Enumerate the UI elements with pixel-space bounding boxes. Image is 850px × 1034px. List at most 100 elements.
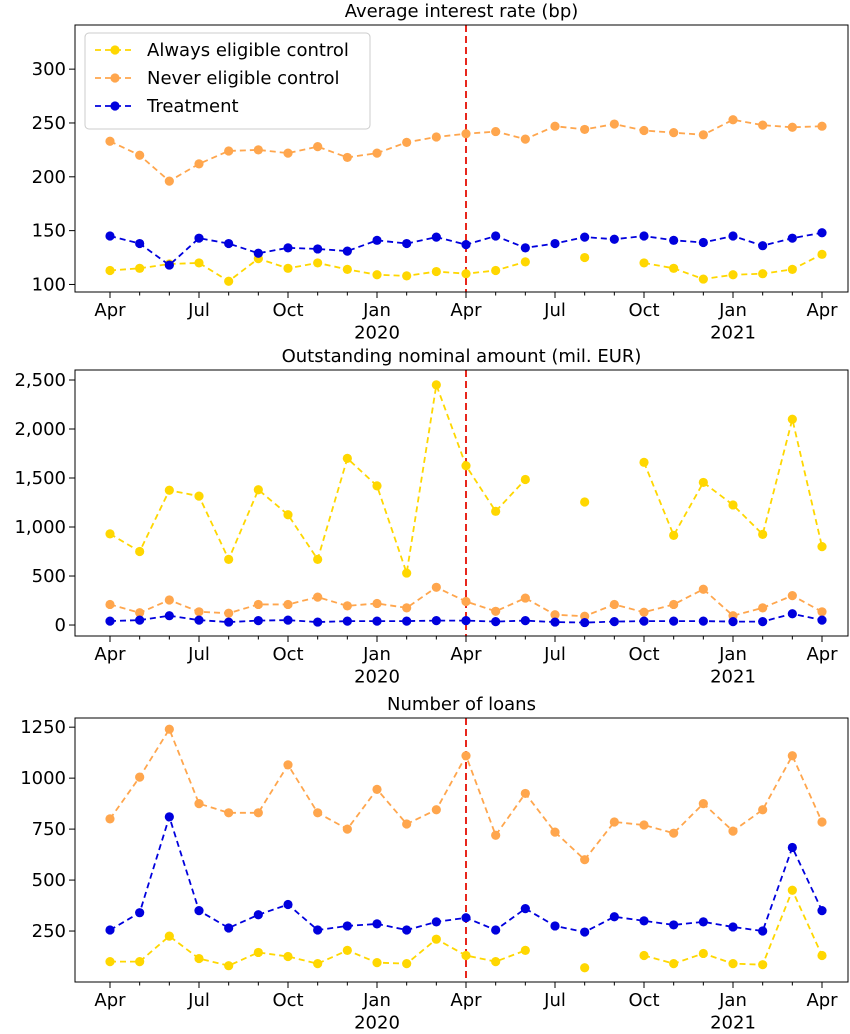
data-point [758, 241, 768, 251]
data-point [372, 270, 382, 280]
data-point [491, 265, 501, 276]
data-point [520, 945, 530, 956]
data-point [580, 855, 590, 865]
data-point [372, 919, 382, 929]
data-point [520, 134, 530, 144]
data-point [431, 934, 441, 944]
x-tick-label: Jan 2021 [710, 990, 756, 1030]
x-tick-label: Jul [543, 990, 566, 1011]
data-point [698, 948, 708, 959]
data-point [372, 616, 382, 626]
data-point [491, 957, 501, 967]
data-point [758, 616, 768, 627]
data-point [313, 258, 323, 268]
data-point [520, 474, 530, 485]
x-tick-label: Jan 2020 [354, 990, 400, 1030]
data-point [728, 826, 738, 836]
legend-marker [110, 45, 120, 55]
data-point [639, 125, 649, 136]
data-point [283, 599, 293, 610]
x-tick-label: Apr [94, 644, 126, 665]
data-point [639, 258, 649, 268]
data-point [402, 616, 412, 626]
data-point [698, 584, 708, 594]
y-tick-label: 1250 [20, 717, 66, 738]
data-point [105, 136, 115, 146]
data-point [728, 959, 738, 969]
data-point [135, 772, 145, 782]
data-point [194, 258, 204, 268]
data-point [105, 599, 115, 610]
data-point [253, 616, 263, 626]
data-point [431, 232, 441, 242]
data-point [580, 124, 590, 135]
y-tick-label: 300 [32, 59, 66, 80]
data-point [224, 961, 234, 971]
data-point [698, 477, 708, 488]
data-point [639, 607, 649, 617]
data-point [698, 917, 708, 927]
chart-title: Outstanding nominal amount (mil. EUR) [282, 346, 642, 367]
data-point [402, 137, 412, 147]
data-point [669, 599, 679, 610]
data-point [224, 608, 234, 618]
legend-label: Always eligible control [147, 40, 349, 61]
data-point [491, 231, 501, 241]
data-point [520, 904, 530, 914]
data-point [135, 546, 145, 557]
x-tick-label: Oct [628, 644, 659, 665]
data-point [431, 266, 441, 277]
x-tick-label: Jul [543, 644, 566, 665]
data-point [669, 530, 679, 540]
data-point [639, 950, 649, 961]
data-point [135, 263, 145, 273]
data-point [224, 923, 234, 933]
x-tick-label: Apr [450, 990, 482, 1011]
data-point [787, 122, 797, 132]
data-point [253, 808, 263, 818]
data-point [609, 599, 619, 610]
data-point [758, 960, 768, 970]
data-point [787, 233, 797, 243]
data-point [372, 598, 382, 609]
y-tick-label: 500 [32, 870, 66, 891]
data-point [787, 414, 797, 424]
y-tick-label: 750 [32, 819, 66, 840]
legend: Always eligible control Never eligible co… [84, 32, 371, 130]
data-point [639, 820, 649, 830]
data-point [372, 958, 382, 968]
x-tick-label: Jul [187, 300, 210, 321]
plot-frame [74, 369, 849, 637]
data-point [283, 899, 293, 910]
data-point [758, 120, 768, 130]
data-point [609, 616, 619, 627]
data-point [253, 145, 263, 155]
x-tick-label: Oct [628, 300, 659, 321]
data-point [135, 615, 145, 625]
data-point [135, 908, 145, 918]
data-point [580, 252, 590, 263]
data-point [550, 121, 560, 131]
data-point [372, 235, 382, 245]
data-point [580, 232, 590, 242]
data-point [491, 506, 501, 516]
data-point [669, 920, 679, 930]
data-point [253, 910, 263, 920]
data-point [105, 957, 115, 967]
series-line [109, 381, 823, 574]
data-point [669, 235, 679, 245]
x-tick-label: Jul [187, 990, 210, 1011]
y-tick-label: 150 [32, 221, 66, 242]
data-point [105, 231, 115, 241]
data-point [728, 270, 738, 280]
data-point [817, 228, 827, 238]
x-tick-label: Apr [94, 990, 126, 1011]
data-point [372, 481, 382, 491]
data-point [194, 953, 204, 964]
data-point [758, 805, 768, 815]
data-point [580, 617, 590, 628]
data-point [669, 828, 679, 838]
data-point [520, 257, 530, 267]
data-point [135, 608, 145, 618]
data-point [609, 234, 619, 244]
